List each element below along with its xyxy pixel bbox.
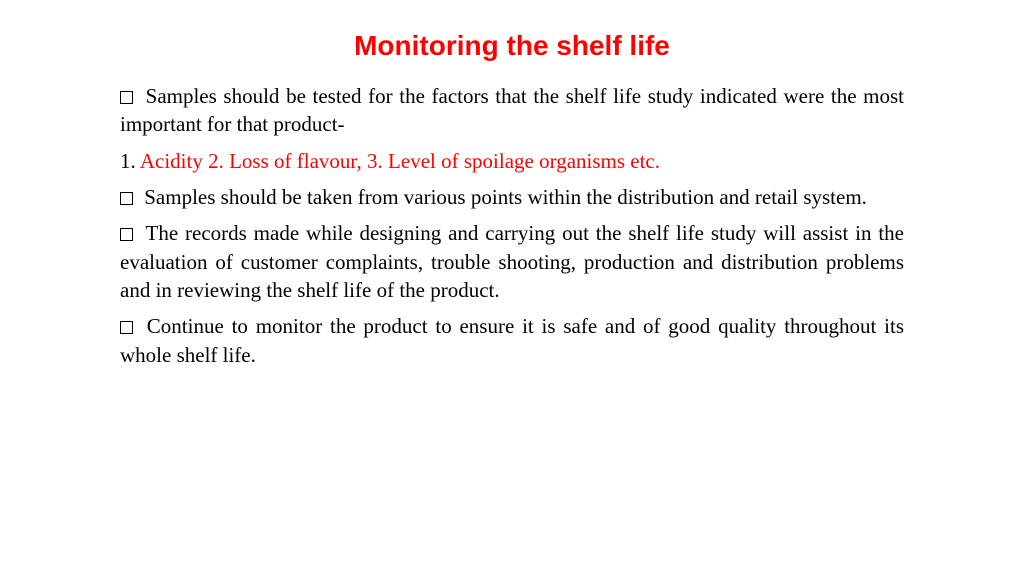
- factors-line: 1. Acidity 2. Loss of flavour, 3. Level …: [120, 147, 904, 175]
- para-4-text: Continue to monitor the product to ensur…: [120, 314, 904, 366]
- para-1: Samples should be tested for the factors…: [120, 82, 904, 139]
- para-1-text: Samples should be tested for the factors…: [120, 84, 904, 136]
- para-3: The records made while designing and car…: [120, 219, 904, 304]
- para-4: Continue to monitor the product to ensur…: [120, 312, 904, 369]
- para-3-text: The records made while designing and car…: [120, 221, 904, 302]
- slide-title: Monitoring the shelf life: [120, 30, 904, 62]
- bullet-icon: [120, 321, 133, 334]
- bullet-icon: [120, 91, 133, 104]
- bullet-icon: [120, 192, 133, 205]
- slide-container: Monitoring the shelf life Samples should…: [0, 0, 1024, 576]
- factors-text: Acidity 2. Loss of flavour, 3. Level of …: [140, 149, 660, 173]
- bullet-icon: [120, 228, 133, 241]
- para-2: Samples should be taken from various poi…: [120, 183, 904, 211]
- para-2-text: Samples should be taken from various poi…: [144, 185, 867, 209]
- factors-prefix: 1.: [120, 149, 140, 173]
